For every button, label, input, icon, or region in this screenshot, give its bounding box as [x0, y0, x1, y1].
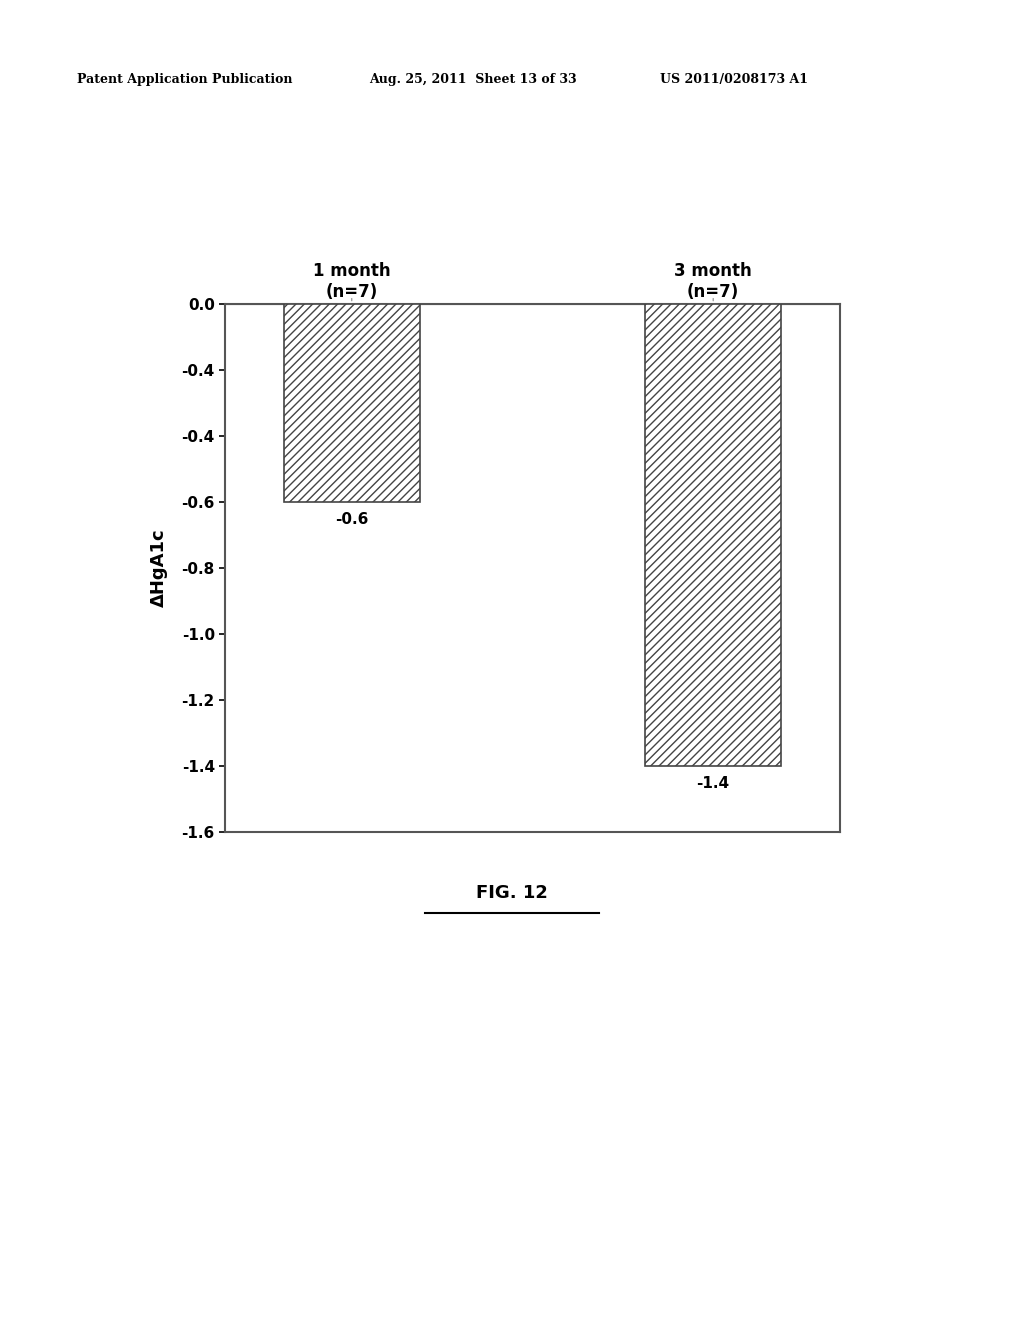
Text: 1 month
(n=7): 1 month (n=7): [313, 263, 390, 301]
Bar: [284, 304, 420, 502]
Text: -1.4: -1.4: [696, 776, 730, 791]
Text: Patent Application Publication: Patent Application Publication: [77, 73, 292, 86]
Y-axis label: ΔHgA1c: ΔHgA1c: [150, 528, 168, 607]
Bar: [645, 304, 781, 766]
Text: FIG. 12: FIG. 12: [476, 884, 548, 903]
Text: US 2011/0208173 A1: US 2011/0208173 A1: [660, 73, 809, 86]
Text: 3 month
(n=7): 3 month (n=7): [675, 263, 752, 301]
Text: -0.6: -0.6: [335, 511, 369, 527]
Text: Aug. 25, 2011  Sheet 13 of 33: Aug. 25, 2011 Sheet 13 of 33: [369, 73, 577, 86]
